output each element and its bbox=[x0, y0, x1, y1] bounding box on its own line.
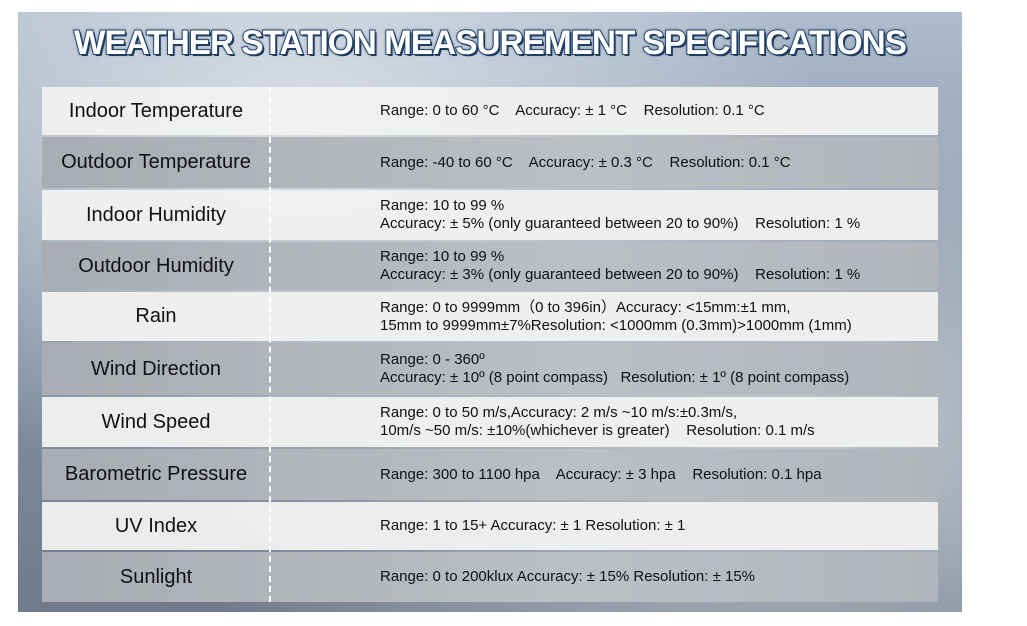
spec-value: Range: 10 to 99 % Accuracy: ± 5% (only gu… bbox=[380, 190, 928, 240]
spec-row: Barometric Pressure Range: 300 to 1100 hp… bbox=[42, 449, 938, 500]
spec-value: Range: 0 to 9999mm（0 to 396in）Accuracy: … bbox=[380, 292, 928, 341]
spec-value: Range: 0 to 200klux Accuracy: ± 15% Reso… bbox=[380, 552, 928, 602]
spec-line: Range: 0 - 360º bbox=[380, 351, 485, 368]
spec-line: Range: 0 to 60 °C Accuracy: ± 1 °C Resol… bbox=[380, 102, 765, 119]
spec-line: Range: -40 to 60 °C Accuracy: ± 0.3 °C R… bbox=[380, 153, 791, 171]
spec-line: 15mm to 9999mm±7%Resolution: <1000mm (0.… bbox=[380, 316, 852, 334]
spec-row: Sunlight Range: 0 to 200klux Accuracy: ± … bbox=[42, 552, 938, 602]
spec-value: Range: 10 to 99 % Accuracy: ± 3% (only gu… bbox=[380, 242, 928, 290]
spec-label: Indoor Temperature bbox=[68, 99, 244, 122]
spec-row: Indoor Temperature Range: 0 to 60 °C Accu… bbox=[42, 87, 938, 135]
spec-line: Accuracy: ± 10º (8 point compass) Resolu… bbox=[380, 369, 850, 386]
spec-label: Wind Direction bbox=[90, 357, 222, 380]
spec-line: Accuracy: ± 3% (only guaranteed between … bbox=[380, 266, 861, 283]
spec-row: Rain Range: 0 to 9999mm（0 to 396in）Accura… bbox=[42, 292, 938, 341]
spec-line: Accuracy: ± 5% (only guaranteed between … bbox=[380, 215, 861, 232]
spec-line: Range: 10 to 99 % bbox=[380, 197, 505, 214]
spec-line: Range: 0 to 200klux Accuracy: ± 15% Reso… bbox=[380, 568, 756, 585]
spec-value: Range: -40 to 60 °C Accuracy: ± 0.3 °C R… bbox=[380, 137, 928, 188]
spec-line: Range: 1 to 15+ Accuracy: ± 1 Resolution… bbox=[380, 517, 686, 534]
divider bbox=[269, 87, 271, 602]
spec-label: Rain bbox=[135, 305, 177, 327]
spec-label: UV Index bbox=[114, 514, 198, 537]
spec-row: Outdoor Temperature Range: -40 to 60 °C A… bbox=[42, 137, 938, 188]
spec-label: Sunlight bbox=[119, 565, 193, 588]
spec-row: Outdoor Humidity Range: 10 to 99 % Accurac… bbox=[42, 242, 938, 290]
spec-value: Range: 0 - 360º Accuracy: ± 10º (8 point … bbox=[380, 343, 928, 395]
spec-row: UV Index Range: 1 to 15+ Accuracy: ± 1 Re… bbox=[42, 502, 938, 550]
spec-label: Barometric Pressure bbox=[64, 463, 248, 485]
spec-line: Range: 10 to 99 % bbox=[380, 248, 505, 265]
spec-value: Range: 0 to 60 °C Accuracy: ± 1 °C Resol… bbox=[380, 87, 928, 135]
spec-line: 10m/s ~50 m/s: ±10%(whichever is greater… bbox=[380, 422, 815, 439]
spec-label: Outdoor Humidity bbox=[78, 254, 234, 277]
spec-label: Indoor Humidity bbox=[85, 203, 227, 226]
spec-line: Range: 0 to 9999mm（0 to 396in）Accuracy: … bbox=[380, 298, 791, 316]
spec-line: Range: 300 to 1100 hpa Accuracy: ± 3 hpa… bbox=[380, 465, 822, 483]
spec-row: Indoor Humidity Range: 10 to 99 % Accuracy… bbox=[42, 190, 938, 240]
spec-value: Range: 0 to 50 m/s,Accuracy: 2 m/s ~10 m… bbox=[380, 397, 928, 447]
spec-value: Range: 300 to 1100 hpa Accuracy: ± 3 hpa… bbox=[380, 449, 928, 500]
spec-row: Wind Direction Range: 0 - 360º Accuracy: ±… bbox=[42, 343, 938, 395]
spec-row: Wind Speed Range: 0 to 50 m/s,Accuracy: 2… bbox=[42, 397, 938, 447]
title: WEATHER STATION MEASUREMENT SPECIFICATIO… bbox=[73, 23, 908, 63]
spec-label: Wind Speed bbox=[101, 410, 211, 433]
spec-value: Range: 1 to 15+ Accuracy: ± 1 Resolution… bbox=[380, 502, 928, 550]
spec-label: Outdoor Temperature bbox=[61, 151, 251, 173]
spec-line: Range: 0 to 50 m/s,Accuracy: 2 m/s ~10 m… bbox=[380, 404, 738, 421]
